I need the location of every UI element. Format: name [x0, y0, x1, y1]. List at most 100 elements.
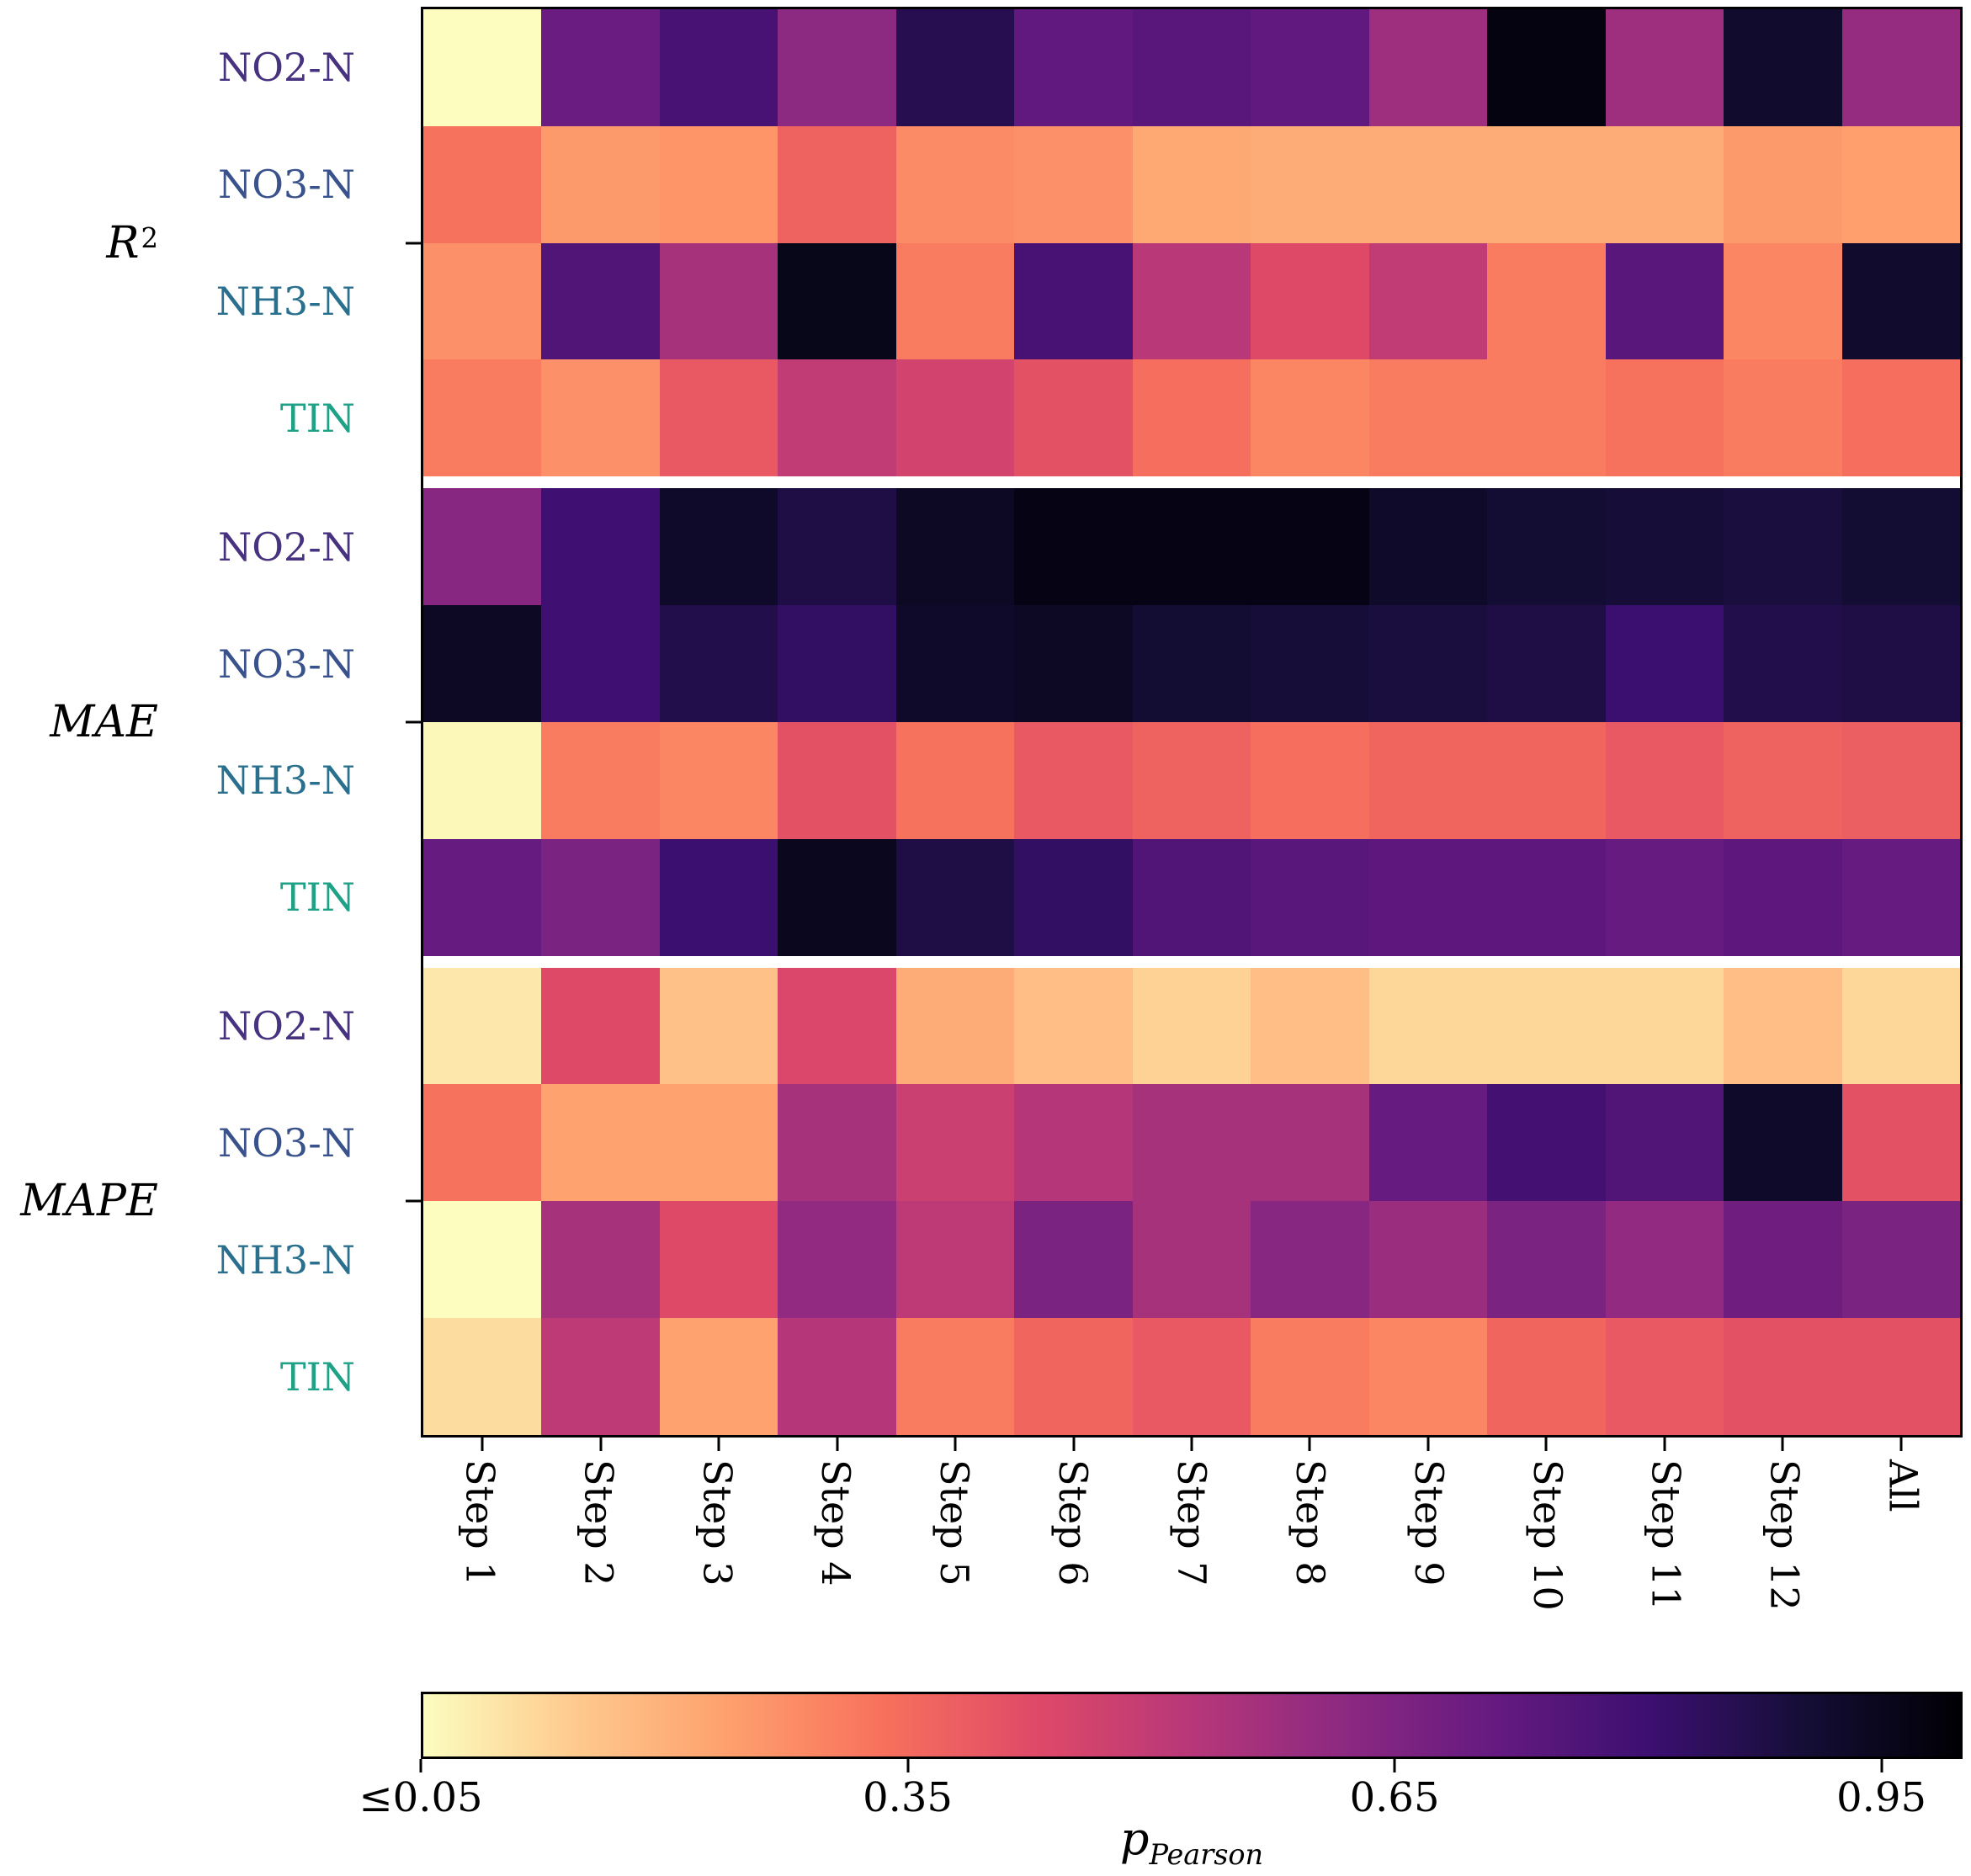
heatmap-cell [1487, 125, 1606, 243]
x-tick-mark [1899, 1438, 1903, 1451]
metric-label-mape: MAPE [20, 1176, 158, 1227]
metric-label-mae: MAE [50, 696, 158, 747]
heatmap-cell [1132, 359, 1251, 477]
x-axis-label: Step 12 [1761, 1459, 1808, 1611]
heatmap-cell [778, 838, 896, 956]
heatmap-cell [423, 838, 542, 956]
row-label: NH3-N [215, 1236, 355, 1283]
x-axis-label: Step 2 [576, 1459, 622, 1586]
row-labels: NO2-N NO3-N NH3-N TIN NO2-N NO3-N NH3-N TIN NO2-… [0, 9, 404, 1435]
heatmap-cell [1368, 1201, 1488, 1319]
row-label: TIN [279, 874, 355, 921]
heatmap-cell [1132, 721, 1251, 839]
x-tick-mark [1426, 1438, 1430, 1451]
heatmap-cell [1487, 1201, 1606, 1319]
colorbar-ticks: ≤0.05 0.35 0.65 0.95 [359, 1759, 1963, 1835]
heatmap-cell [1841, 838, 1960, 956]
heatmap-cell [1841, 242, 1960, 360]
heatmap-cell [778, 125, 896, 243]
heatmap-cell [1132, 1084, 1251, 1202]
heatmap-cell [1368, 125, 1488, 243]
heatmap-cell [1724, 242, 1842, 360]
heatmap-cell [1132, 488, 1251, 606]
heatmap-cell [659, 838, 778, 956]
heatmap-cell [895, 488, 1015, 606]
heatmap-cell [541, 605, 660, 722]
heatmap-cell [778, 488, 896, 606]
heatmap-cell [1724, 605, 1842, 722]
heatmap-cell [423, 488, 542, 606]
heatmap-cell [1251, 721, 1369, 839]
heatmap-cell [1014, 1084, 1133, 1202]
heatmap-cell [423, 967, 542, 1085]
heatmap-cell [541, 359, 660, 477]
heatmap-cell [1605, 838, 1724, 956]
row-label: NO2-N [217, 523, 355, 570]
heatmap-cell [778, 967, 896, 1085]
colorbar-tick-label: ≤0.05 [359, 1774, 483, 1821]
x-tick-mark [1544, 1438, 1548, 1451]
row-label: NH3-N [215, 279, 355, 325]
heatmap-cell [1368, 359, 1488, 477]
heatmap-cell [1841, 9, 1960, 126]
colorbar-label: pPearson [421, 1816, 1963, 1869]
row-label: NO2-N [217, 45, 355, 91]
y-tick-mark [406, 1199, 421, 1203]
heatmap-cell [659, 1084, 778, 1202]
heatmap-cell [778, 1201, 896, 1319]
heatmap-cell [1487, 488, 1606, 606]
x-axis-label: Step 9 [1405, 1459, 1452, 1586]
colorbar-tick-mark [1880, 1759, 1883, 1772]
colorbar-tick-label: 0.35 [863, 1774, 953, 1821]
x-axis-label: Step 5 [932, 1459, 978, 1586]
heatmap-cell [895, 838, 1015, 956]
x-tick-mark [1190, 1438, 1193, 1451]
heatmap-cell [1841, 605, 1960, 722]
x-axis-label: Step 3 [694, 1459, 741, 1586]
row-label: NO2-N [217, 1003, 355, 1050]
heatmap-cell [1605, 9, 1724, 126]
x-axis-label: Step 6 [1050, 1459, 1097, 1586]
heatmap-cell [659, 9, 778, 126]
heatmap-cell [1605, 605, 1724, 722]
heatmap-cell [1014, 1201, 1133, 1319]
heatmap-cell [1251, 359, 1369, 477]
heatmap-cell [895, 359, 1015, 477]
heatmap-cell [1487, 359, 1606, 477]
heatmap-cell [1368, 721, 1488, 839]
heatmap-cell [1251, 1318, 1369, 1435]
heatmap-cell [541, 967, 660, 1085]
heatmap-cell [1368, 488, 1488, 606]
heatmap-cell [778, 359, 896, 477]
heatmap-cell [1487, 1084, 1606, 1202]
heatmap-cell [1487, 1318, 1606, 1435]
heatmap-cell [895, 9, 1015, 126]
heatmap-cell [1132, 1201, 1251, 1319]
heatmap-cell [1251, 125, 1369, 243]
heatmap-cell [1251, 1084, 1369, 1202]
heatmap-cell [1605, 125, 1724, 243]
heatmap-cell [659, 242, 778, 360]
colorbar-label-base: p [1119, 1812, 1150, 1865]
x-tick-mark [1781, 1438, 1784, 1451]
heatmap-cell [1014, 9, 1133, 126]
heatmap-cell [778, 605, 896, 722]
heatmap-cell [1251, 967, 1369, 1085]
y-tick-mark [406, 720, 421, 724]
heatmap-cell [1251, 9, 1369, 126]
heatmap-cell [1724, 125, 1842, 243]
heatmap-cell [1841, 125, 1960, 243]
heatmap-cell [1251, 838, 1369, 956]
x-axis-labels: Step 1 Step 2 Step 3 Step 4 Step 5 Step 6 Step… [421, 1459, 1963, 1680]
heatmap-cell [1487, 242, 1606, 360]
heatmap-cell [541, 9, 660, 126]
heatmap-cell [1841, 1201, 1960, 1319]
heatmap-cell [1014, 1318, 1133, 1435]
heatmap-cell [1014, 359, 1133, 477]
heatmap-cell [541, 242, 660, 360]
heatmap-cell [1014, 721, 1133, 839]
heatmap-cell [423, 1318, 542, 1435]
colorbar-tick-mark [1393, 1759, 1396, 1772]
heatmap-cell [1014, 242, 1133, 360]
x-tick-mark [1072, 1438, 1076, 1451]
